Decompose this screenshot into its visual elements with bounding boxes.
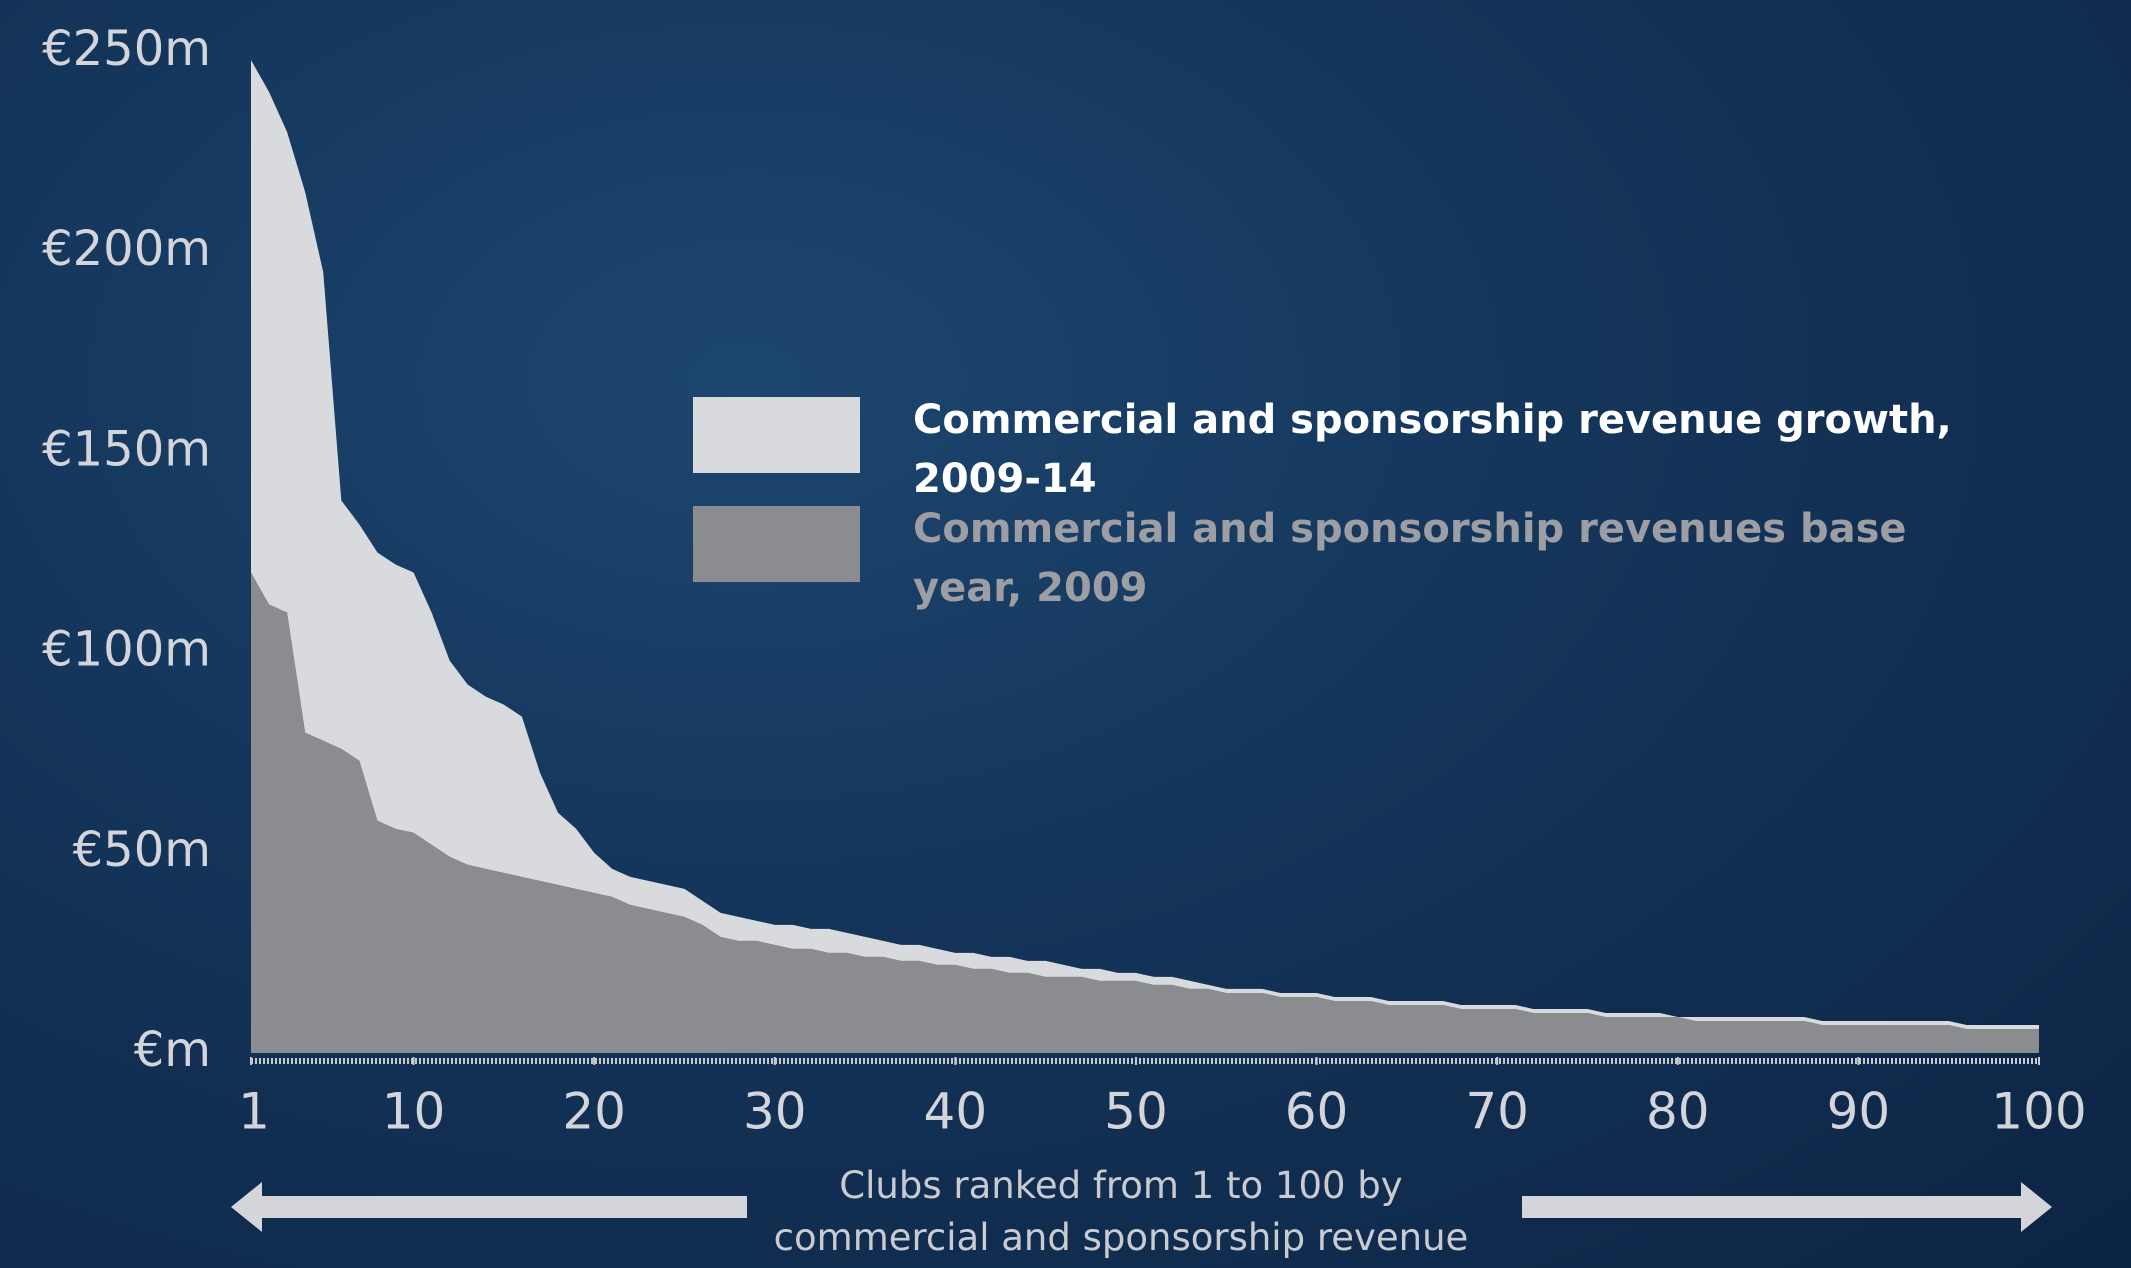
area [251,572,2039,1053]
y-tick-label: €m [134,1022,211,1078]
y-tick-label: €100m [42,622,211,678]
legend-swatch [693,397,860,473]
x-axis-label: Clubs ranked from 1 to 100 by commercial… [773,1164,1469,1259]
legend-label: Commercial and sponsorship revenues base… [913,506,1907,611]
x-tick-label: 20 [562,1083,626,1141]
x-tick-label: 40 [924,1083,988,1141]
x-tick-label: 60 [1285,1083,1349,1141]
x-tick-label: 50 [1104,1083,1168,1141]
right-arrow [1522,1182,2052,1232]
x-tick-label: 90 [1827,1083,1891,1141]
x-tick-label: 100 [1991,1083,2086,1141]
y-tick-label: €50m [73,822,211,878]
left-arrow [231,1182,747,1232]
y-tick-label: €250m [42,21,211,77]
x-tick-label: 30 [743,1083,807,1141]
legend-swatch [693,506,860,582]
legend-label: Commercial and sponsorship revenue growt… [913,397,1952,502]
y-tick-label: €150m [42,421,211,477]
x-tick-label: 70 [1465,1083,1529,1141]
x-tick-label: 10 [382,1083,446,1141]
y-tick-label: €200m [42,221,211,277]
x-tick-label: 80 [1646,1083,1710,1141]
x-tick-label: 1 [238,1083,270,1141]
